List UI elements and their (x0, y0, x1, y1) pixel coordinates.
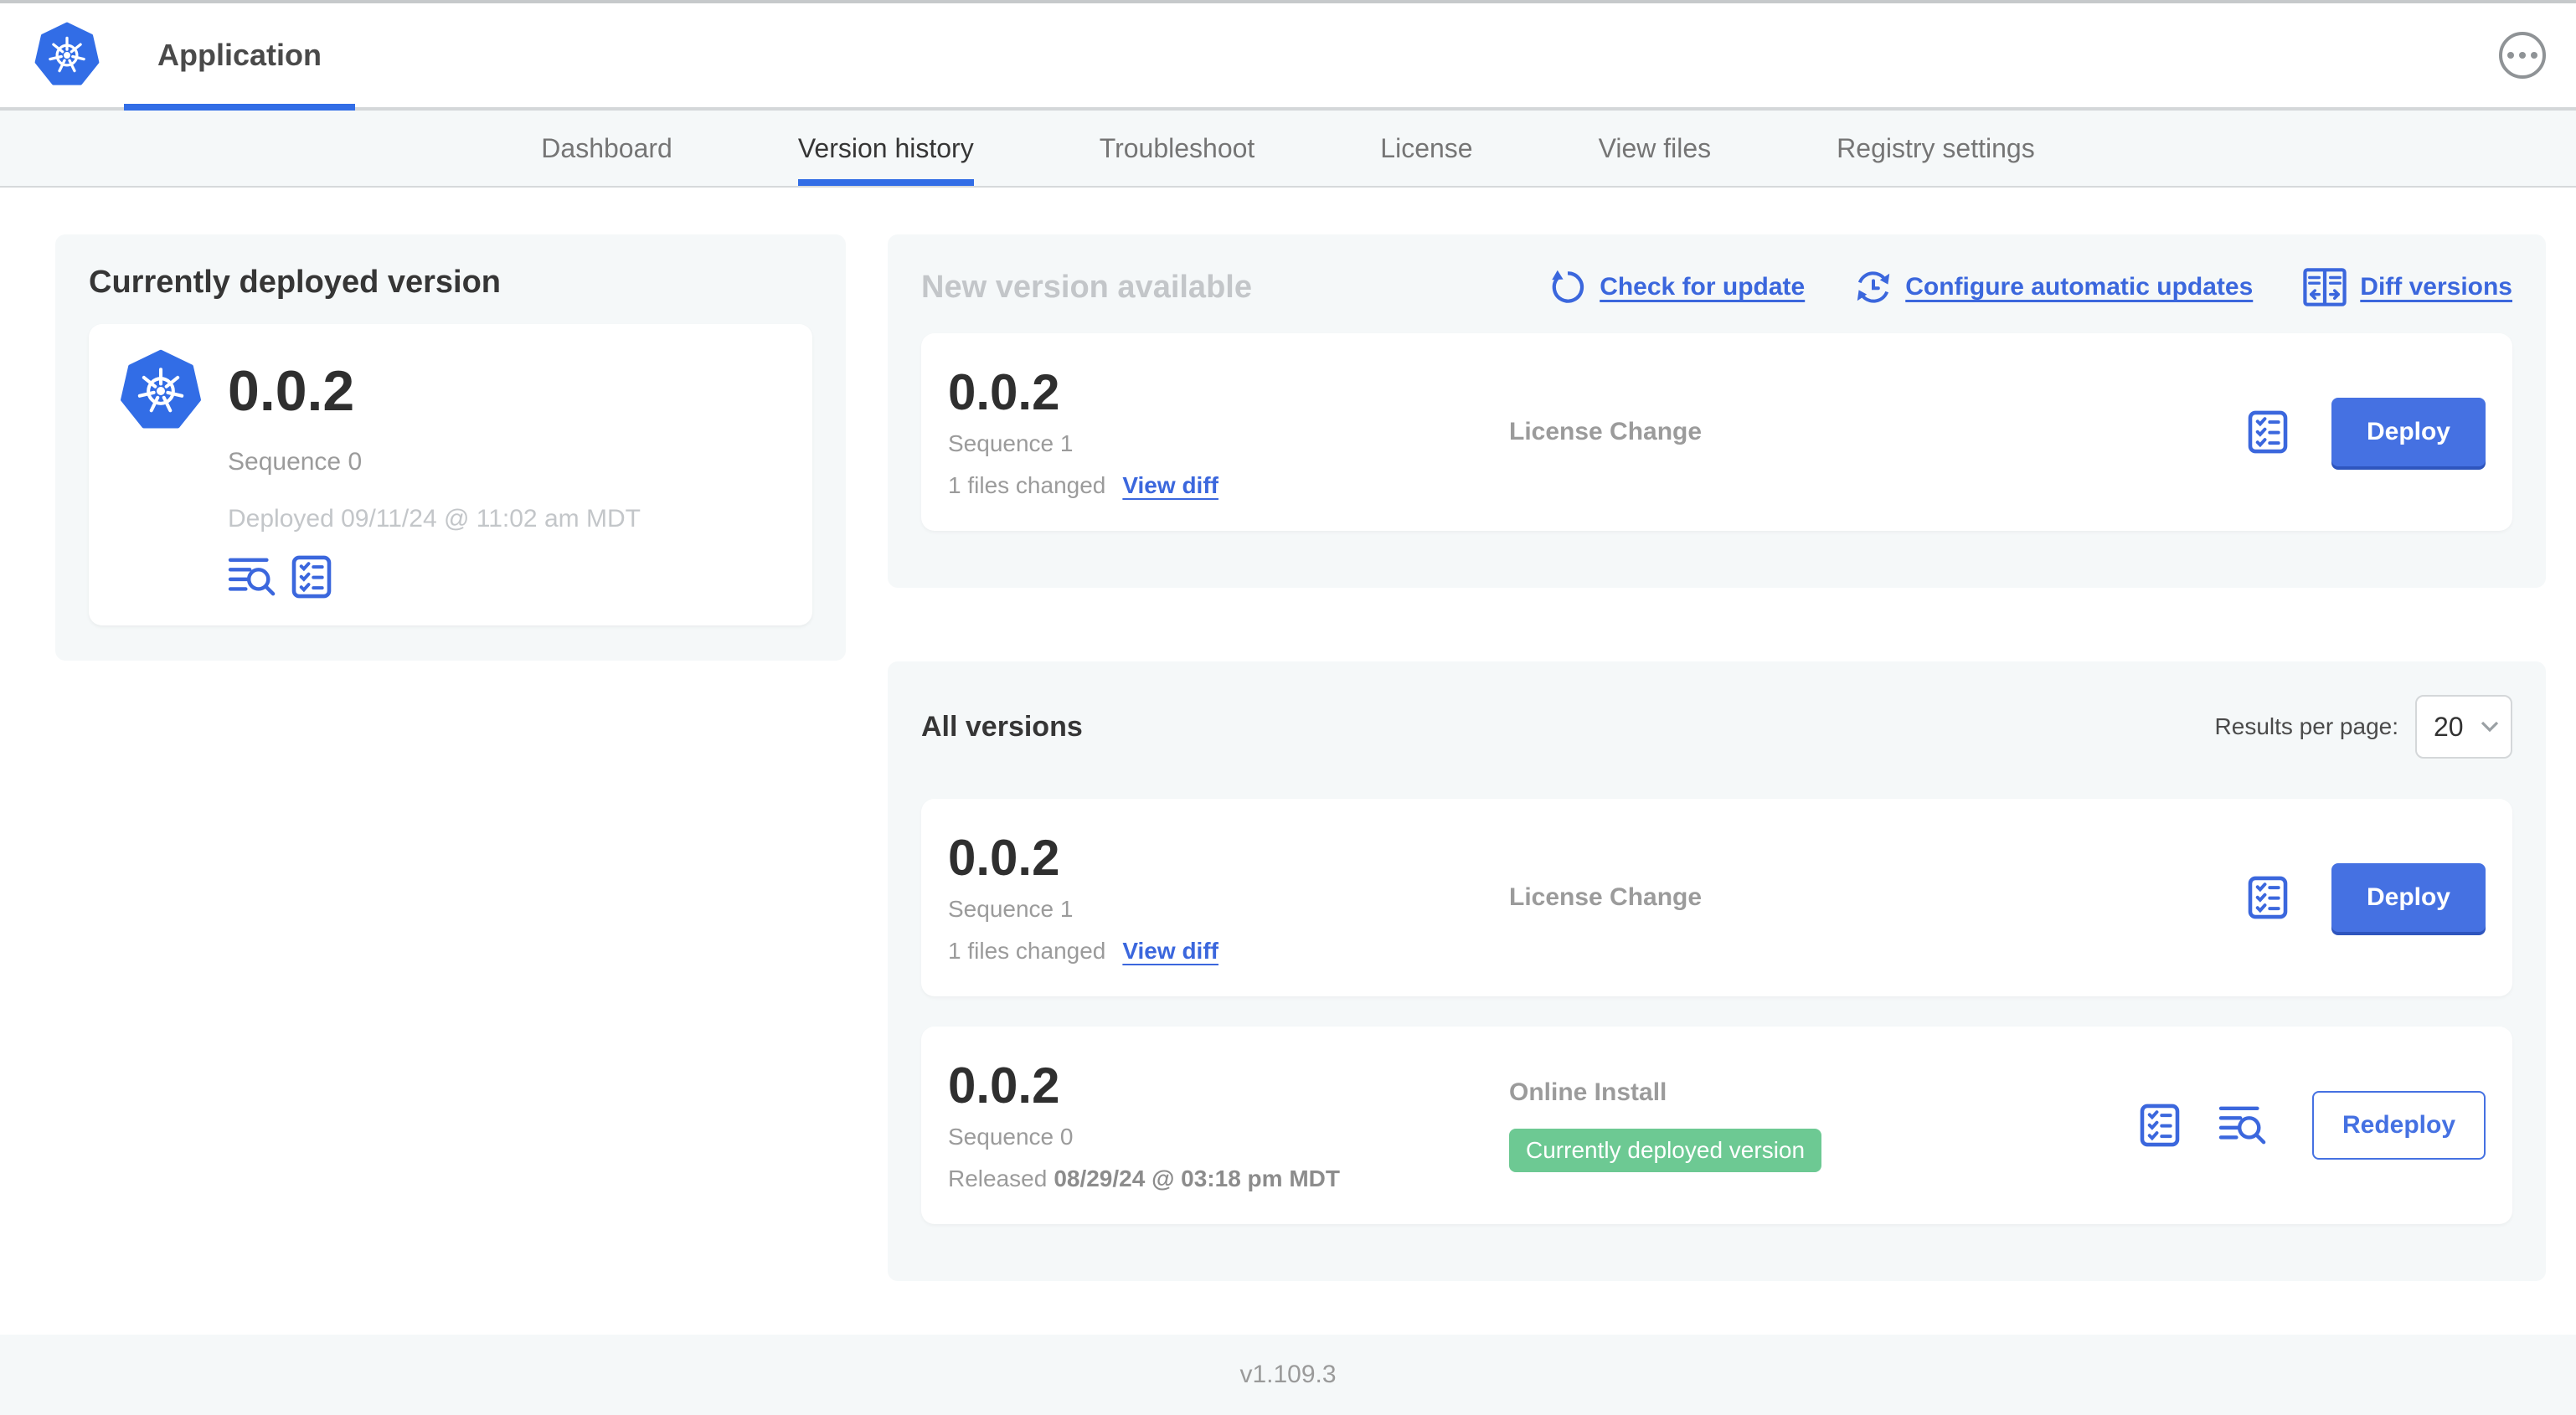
app-icon (119, 349, 203, 433)
deployed-timestamp: Deployed 09/11/24 @ 11:02 am MDT (228, 505, 641, 533)
tab-troubleshoot[interactable]: Troubleshoot (1099, 132, 1255, 163)
app-subnav: Dashboard Version history Troubleshoot L… (0, 111, 2576, 188)
version-source: License Change (1509, 418, 1703, 445)
logs-icon (228, 558, 276, 596)
checklist-icon (2140, 1104, 2180, 1147)
schedule-update-icon (1857, 271, 1890, 303)
new-version-header: New version available Check for update (921, 268, 2512, 306)
all-versions-heading: All versions (921, 710, 1083, 743)
release-notes-button[interactable] (291, 555, 332, 599)
files-changed-label: 1 files changed (948, 471, 1106, 498)
version-actions: Deploy (2248, 863, 2486, 932)
deploy-button[interactable]: Deploy (2331, 398, 2486, 466)
app-footer: v1.109.3 (0, 1335, 2576, 1415)
update-actions: Check for update Configure automatic upd… (1549, 268, 2512, 306)
all-versions-panel: All versions Results per page: 20 (888, 661, 2546, 1281)
version-actions: Redeploy (2140, 1091, 2486, 1160)
checklist-icon (291, 555, 332, 599)
tab-license[interactable]: License (1380, 132, 1473, 163)
new-version-row: 0.0.2 Sequence 1 1 files changed View di… (921, 333, 2512, 531)
app-header: Application (0, 3, 2576, 111)
tab-view-files[interactable]: View files (1598, 132, 1712, 163)
diff-icon (2303, 268, 2347, 306)
kubernetes-logo-icon (34, 22, 100, 85)
view-diff-link[interactable]: View diff (1122, 471, 1218, 498)
app-tab-application[interactable]: Application (124, 3, 355, 111)
version-row: 0.0.2 Sequence 1 1 files changed View di… (921, 799, 2512, 996)
files-changed-label: 1 files changed (948, 937, 1106, 964)
app-title: Application (157, 38, 322, 72)
configure-automatic-updates-link[interactable]: Configure automatic updates (1855, 269, 2253, 306)
version-row: 0.0.2 Sequence 0 Released 08/29/24 @ 03:1… (921, 1027, 2512, 1224)
checklist-icon (2248, 876, 2288, 919)
deployed-sequence: Sequence 0 (228, 448, 363, 476)
release-notes-button[interactable] (2248, 410, 2288, 454)
currently-deployed-heading: Currently deployed version (89, 265, 502, 300)
check-for-update-link[interactable]: Check for update (1549, 269, 1805, 306)
more-options-button[interactable] (2499, 32, 2546, 79)
version-released-timestamp: Released 08/29/24 @ 03:18 pm MDT (948, 1165, 1340, 1191)
results-per-page: Results per page: 20 (2215, 695, 2512, 759)
version-info: 0.0.2 Sequence 0 Released 08/29/24 @ 03:1… (948, 1059, 1509, 1192)
tab-version-history[interactable]: Version history (797, 111, 974, 186)
version-source-block: Online Install Currently deployed versio… (1509, 1078, 2140, 1172)
deployed-version-number: 0.0.2 (228, 359, 355, 423)
active-tab-underline (797, 179, 974, 186)
new-version-panel: New version available Check for update (888, 234, 2546, 588)
version-sequence: Sequence 1 (948, 895, 1074, 922)
version-number: 0.0.2 (948, 1057, 1060, 1114)
version-actions: Deploy (2248, 398, 2486, 466)
view-logs-button[interactable] (228, 555, 278, 599)
logs-icon (2218, 1106, 2266, 1145)
deployed-version-actions (228, 555, 782, 599)
currently-deployed-card: 0.0.2 Sequence 0 Deployed 09/11/24 @ 11:… (89, 324, 812, 625)
release-notes-button[interactable] (2140, 1104, 2180, 1147)
tab-dashboard[interactable]: Dashboard (541, 132, 672, 163)
view-logs-button[interactable] (2218, 1104, 2269, 1147)
version-source: Online Install (1509, 1078, 1667, 1106)
deploy-button[interactable]: Deploy (2331, 863, 2486, 932)
currently-deployed-panel: Currently deployed version (55, 234, 846, 661)
results-per-page-label: Results per page: (2214, 713, 2398, 739)
app-logo (33, 3, 100, 107)
diff-versions-link[interactable]: Diff versions (2303, 268, 2512, 306)
version-sequence: Sequence 1 (948, 430, 1074, 456)
kubernetes-logo-icon (121, 349, 201, 429)
version-source: License Change (1509, 883, 1703, 911)
all-versions-header: All versions Results per page: 20 (921, 695, 2512, 759)
new-version-heading: New version available (921, 269, 1252, 305)
tab-registry-settings[interactable]: Registry settings (1837, 132, 2035, 163)
refresh-icon (1552, 270, 1584, 303)
version-number: 0.0.2 (948, 829, 1060, 886)
checklist-icon (2248, 410, 2288, 454)
version-number: 0.0.2 (948, 363, 1060, 420)
right-column: New version available Check for update (888, 234, 2546, 1281)
active-app-tab-underline (124, 104, 355, 111)
version-info: 0.0.2 Sequence 1 1 files changed View di… (948, 831, 1509, 965)
view-diff-link[interactable]: View diff (1122, 937, 1218, 964)
console-version: v1.109.3 (1239, 1361, 1337, 1388)
results-per-page-select[interactable]: 20 (2417, 697, 2511, 757)
version-info: 0.0.2 Sequence 1 1 files changed View di… (948, 366, 1509, 499)
redeploy-button[interactable]: Redeploy (2311, 1091, 2486, 1160)
version-sequence: Sequence 0 (948, 1123, 1074, 1150)
main-content: Currently deployed version (0, 188, 2576, 1335)
results-per-page-select-wrap: 20 (2415, 695, 2512, 759)
release-notes-button[interactable] (2248, 876, 2288, 919)
currently-deployed-badge: Currently deployed version (1509, 1129, 1822, 1172)
ellipsis-icon (2507, 52, 2514, 59)
